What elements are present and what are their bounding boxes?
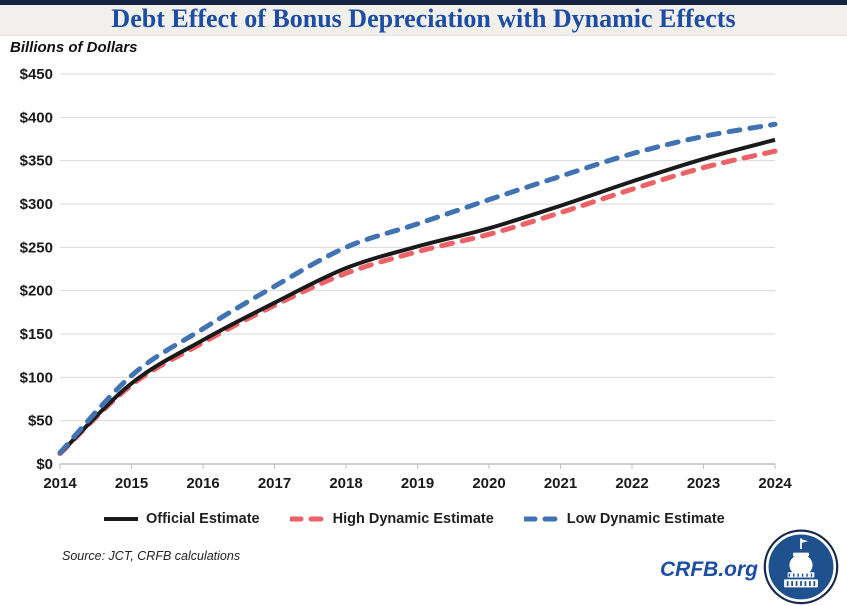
x-tick-label: 2018 (329, 475, 362, 492)
x-tick-label: 2016 (186, 475, 219, 492)
source-note: Source: JCT, CRFB calculations (62, 549, 241, 563)
x-tick-label: 2022 (615, 475, 648, 492)
legend-label: Official Estimate (146, 511, 260, 527)
title-band (0, 5, 847, 36)
legend-swatch-dashed-line-icon (289, 516, 326, 522)
capitol-dome-icon (784, 538, 818, 588)
chart-legend: Official Estimate High Dynamic Estimate Lo… (103, 507, 725, 531)
legend-label: High Dynamic Estimate (332, 511, 494, 527)
capitol-dome-logo (763, 529, 839, 605)
series-line-low-dynamic-estimate (57, 121, 778, 456)
y-tick-label: $100 (20, 369, 53, 386)
x-tick-label: 2015 (115, 475, 148, 492)
axis-unit-label: Billions of Dollars (10, 39, 138, 56)
y-tick-label: $0 (36, 456, 53, 473)
series-line-official-estimate (58, 137, 776, 456)
y-tick-label: $250 (20, 239, 53, 256)
legend-item: High Dynamic Estimate (289, 511, 494, 527)
x-tick-label: 2017 (258, 475, 291, 492)
x-tick-label: 2020 (472, 475, 505, 492)
legend-label: Low Dynamic Estimate (566, 511, 725, 527)
top-accent-bar (0, 0, 847, 5)
x-tick-label: 2023 (687, 475, 720, 492)
x-tick-label: 2021 (544, 475, 577, 492)
legend-swatch-dashed-line-icon (523, 516, 560, 522)
y-tick-label: $400 (20, 109, 53, 126)
y-tick-label: $200 (20, 283, 53, 300)
y-tick-label: $300 (20, 196, 53, 213)
series-line-high-dynamic-estimate (57, 148, 778, 457)
legend-item: Low Dynamic Estimate (523, 511, 725, 527)
legend-swatch-solid-line-icon (104, 517, 138, 521)
x-tick-label: 2014 (43, 475, 77, 492)
chart-title: Debt Effect of Bonus Depreciation with D… (111, 4, 736, 33)
legend-item: Official Estimate (103, 511, 260, 527)
crfb-site-link[interactable]: CRFB.org (660, 558, 758, 581)
x-tick-label: 2024 (758, 475, 792, 492)
y-tick-label: $450 (20, 66, 53, 83)
y-tick-label: $350 (20, 153, 53, 170)
y-tick-label: $150 (20, 326, 53, 343)
y-tick-label: $50 (28, 413, 53, 430)
x-tick-label: 2019 (401, 475, 434, 492)
